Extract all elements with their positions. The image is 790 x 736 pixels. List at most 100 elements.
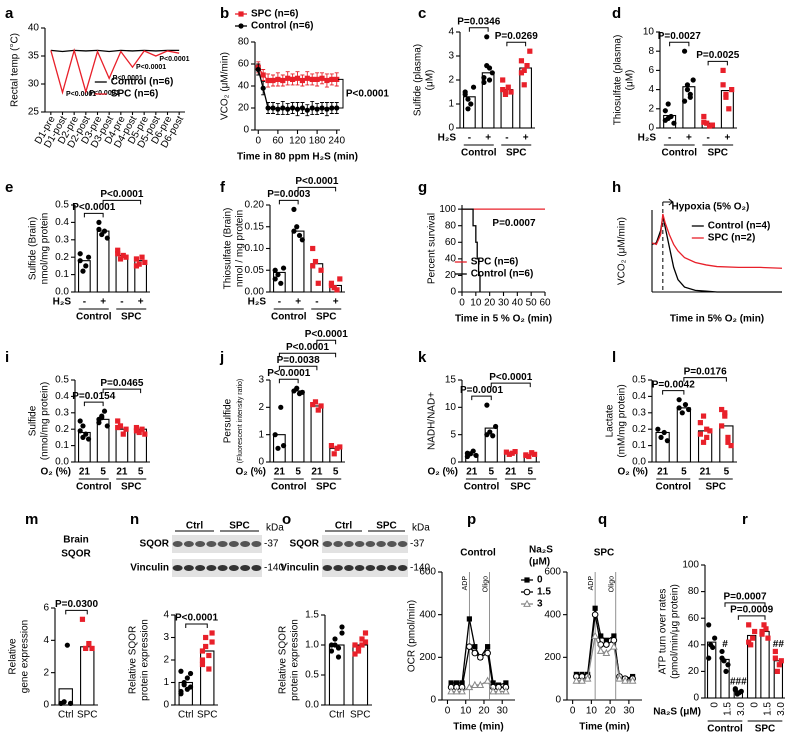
blot-size-marker: -37 [410, 539, 425, 550]
x-axis-label: Time (min) [453, 722, 503, 733]
blot-band [251, 541, 262, 547]
marker [285, 75, 291, 81]
legend-marker [523, 599, 531, 607]
marker [500, 77, 506, 83]
panel-letter: p [467, 511, 476, 528]
marker [729, 87, 735, 93]
marker [314, 76, 320, 82]
blot-unit: kDa [412, 523, 430, 534]
marker [355, 645, 362, 651]
x-tick-label: + [523, 133, 529, 144]
marker [280, 265, 287, 271]
comparison-label: P<0.0001 [72, 202, 116, 213]
marker [120, 252, 126, 259]
marker [726, 106, 732, 112]
y-axis-label: gene expression [20, 620, 31, 693]
marker [466, 643, 473, 650]
marker [508, 89, 514, 95]
marker [761, 622, 767, 628]
marker [681, 98, 688, 104]
marker [136, 261, 142, 267]
y-tick-label: 3 [448, 51, 454, 62]
comparison-label: P=0.0009 [730, 604, 774, 615]
x-tick-label: 21 [700, 467, 712, 478]
marker [720, 82, 726, 88]
marker [79, 616, 86, 622]
marker [362, 639, 369, 645]
marker [462, 89, 468, 95]
comparison-bracket [662, 390, 685, 395]
blot-band [397, 565, 408, 571]
bar [746, 634, 757, 699]
annotation: P<0.0001 [159, 56, 189, 63]
group-label: Control [76, 312, 112, 323]
marker [655, 426, 661, 432]
factor-label: O₂ (%) [617, 467, 648, 478]
marker [96, 219, 102, 225]
marker [700, 439, 707, 445]
marker [304, 107, 310, 113]
marker [324, 106, 330, 112]
x-axis-label: Time in 5% O₂ (min) [670, 314, 764, 325]
marker [315, 407, 321, 413]
x-tick-label: 10 [460, 706, 472, 717]
marker [178, 688, 184, 695]
y-tick-label: 4 [43, 635, 49, 646]
x-tick-label: 5 [138, 467, 144, 478]
marker [611, 633, 617, 639]
blot-band [354, 565, 365, 571]
marker [83, 263, 89, 269]
x-tick-label: + [333, 297, 339, 308]
group-label: SPC [316, 312, 337, 323]
y-axis-label: protein expression [140, 619, 151, 701]
y-tick-label: 400 [544, 609, 561, 620]
marker [591, 611, 599, 618]
y-tick-label: 400 [419, 609, 436, 620]
marker [280, 443, 287, 449]
y-tick-label: 600 [544, 567, 561, 578]
y-axis-label: Rectal temp (°C) [10, 33, 21, 107]
panel-letter: b [220, 5, 229, 22]
marker [521, 82, 527, 88]
marker [83, 645, 89, 652]
marker [759, 628, 765, 635]
marker [355, 648, 362, 654]
marker [484, 402, 490, 408]
blot-band [376, 541, 386, 547]
marker [484, 649, 491, 657]
bar [481, 72, 495, 129]
y-tick-label: 1 [163, 677, 169, 688]
group-label: SPC [121, 312, 142, 323]
y-axis-label: Persulfide [223, 398, 234, 443]
panel-letter: l [612, 349, 616, 366]
y-tick-label: 30 [28, 79, 40, 90]
group-label: SPC [121, 482, 142, 493]
y-tick-label: 15 [445, 375, 457, 386]
marker [465, 682, 474, 691]
panel-letter: q [598, 511, 607, 528]
marker [596, 646, 605, 654]
legend-label: SPC (n=6) [251, 9, 299, 20]
marker [85, 436, 92, 442]
marker [628, 676, 637, 684]
comparison-label: P<0.0001 [489, 372, 533, 383]
marker [312, 258, 319, 265]
marker [181, 679, 187, 686]
y-tick-label: 0.5 [632, 375, 646, 386]
marker [709, 122, 716, 128]
marker [610, 642, 618, 650]
blot-band [228, 541, 239, 547]
y-tick-label: 0 [693, 693, 699, 704]
marker [265, 77, 271, 84]
marker [310, 263, 316, 269]
marker [272, 276, 278, 282]
y-tick-label: 4 [448, 27, 454, 38]
panel-letter: g [418, 179, 427, 196]
group-label: Control [707, 724, 743, 735]
comparison-label: P=0.0154 [72, 391, 116, 402]
blot-lane-label: Ctrl [335, 521, 352, 532]
marker [748, 642, 754, 648]
x-tick-label: 21 [116, 467, 128, 478]
comparison-label: P=0.0465 [100, 378, 144, 389]
